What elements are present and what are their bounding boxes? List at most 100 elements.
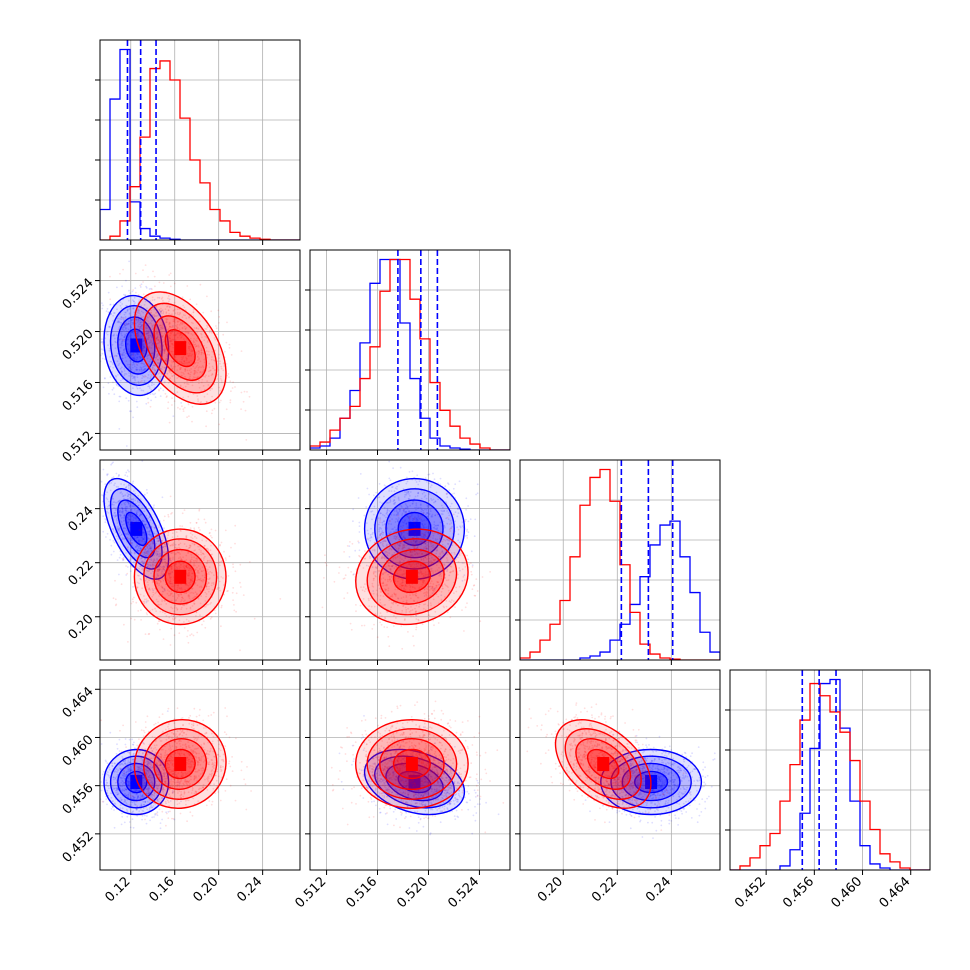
scatter-point [186, 352, 189, 355]
scatter-point [205, 374, 207, 377]
scatter-point [437, 622, 440, 624]
scatter-point [124, 507, 127, 510]
scatter-point [167, 513, 170, 516]
scatter-point [113, 541, 116, 544]
scatter-point [176, 332, 179, 335]
scatter-point [126, 309, 129, 311]
scatter-point [139, 319, 142, 322]
scatter-point [158, 296, 161, 299]
scatter-point [228, 347, 231, 349]
scatter-point [145, 545, 148, 548]
scatter-point [163, 366, 166, 369]
scatter-point [206, 393, 209, 395]
scatter-point [197, 398, 199, 400]
scatter-point [178, 324, 181, 326]
scatter-point [225, 559, 227, 561]
scatter-point [184, 370, 187, 373]
scatter-point [204, 328, 207, 330]
scatter-point [171, 331, 173, 333]
scatter-point [187, 354, 190, 357]
scatter-point [220, 606, 223, 609]
scatter-point [142, 311, 145, 314]
scatter-point [136, 353, 139, 356]
scatter-point [152, 342, 154, 345]
scatter-point [141, 370, 144, 372]
scatter-point [184, 314, 187, 317]
scatter-point [138, 368, 141, 371]
scatter-point [172, 346, 175, 349]
scatter-point [223, 418, 225, 420]
scatter-point [198, 379, 200, 382]
scatter-point [415, 626, 418, 629]
scatter-point [182, 408, 185, 411]
scatter-point [172, 415, 175, 418]
scatter-point [229, 380, 232, 383]
scatter-point [177, 406, 179, 409]
scatter-point [191, 381, 194, 383]
scatter-point [163, 381, 166, 384]
scatter-point [167, 407, 169, 410]
scatter-point [120, 370, 123, 372]
scatter-point [146, 569, 148, 572]
scatter-point [102, 530, 105, 533]
scatter-point [158, 324, 161, 327]
scatter-point [124, 501, 127, 504]
scatter-point [171, 397, 174, 399]
scatter-point [171, 330, 174, 333]
scatter-point [113, 312, 115, 314]
scatter-point [154, 369, 157, 372]
scatter-point [109, 298, 112, 301]
scatter-point [160, 341, 163, 344]
scatter-point [131, 319, 134, 321]
scatter-point [180, 336, 183, 338]
scatter-point [204, 376, 207, 378]
scatter-point [244, 409, 247, 412]
scatter-point [112, 540, 115, 542]
scatter-point [144, 368, 147, 370]
scatter-point [167, 401, 170, 404]
scatter-point [189, 352, 191, 355]
scatter-point [173, 355, 176, 358]
scatter-point [142, 339, 145, 342]
scatter-point [197, 327, 200, 330]
scatter-point [132, 361, 135, 364]
scatter-point [140, 316, 143, 318]
scatter-point [192, 376, 195, 378]
scatter-point [147, 332, 150, 335]
scatter-point [158, 388, 160, 391]
scatter-point [161, 321, 164, 324]
scatter-point [123, 623, 125, 626]
scatter-point [187, 629, 189, 632]
scatter-point [204, 626, 207, 629]
scatter-point [156, 558, 158, 561]
scatter-point [156, 337, 158, 340]
scatter-point [135, 366, 138, 369]
scatter-point [248, 561, 251, 563]
scatter-point [152, 324, 155, 327]
scatter-point [172, 365, 175, 368]
scatter-point [444, 485, 447, 488]
scatter-point [178, 360, 181, 363]
scatter-point [476, 483, 479, 486]
scatter-point [432, 472, 434, 475]
scatter-point [107, 291, 110, 294]
scatter-point [112, 461, 114, 464]
scatter-point [177, 364, 179, 367]
scatter-point [197, 345, 200, 348]
scatter-point [156, 308, 158, 311]
scatter-point [352, 508, 355, 511]
scatter-point [138, 310, 140, 312]
scatter-point [188, 361, 191, 364]
scatter-point [358, 531, 361, 533]
scatter-point [452, 487, 455, 490]
scatter-point [129, 363, 132, 366]
scatter-point [141, 374, 144, 376]
scatter-point [120, 342, 123, 345]
scatter-point [196, 631, 199, 634]
scatter-point [167, 345, 170, 348]
scatter-point [183, 382, 186, 385]
scatter-point [130, 539, 133, 541]
scatter-point [413, 520, 415, 523]
scatter-point [124, 328, 127, 330]
scatter-point [147, 354, 150, 356]
